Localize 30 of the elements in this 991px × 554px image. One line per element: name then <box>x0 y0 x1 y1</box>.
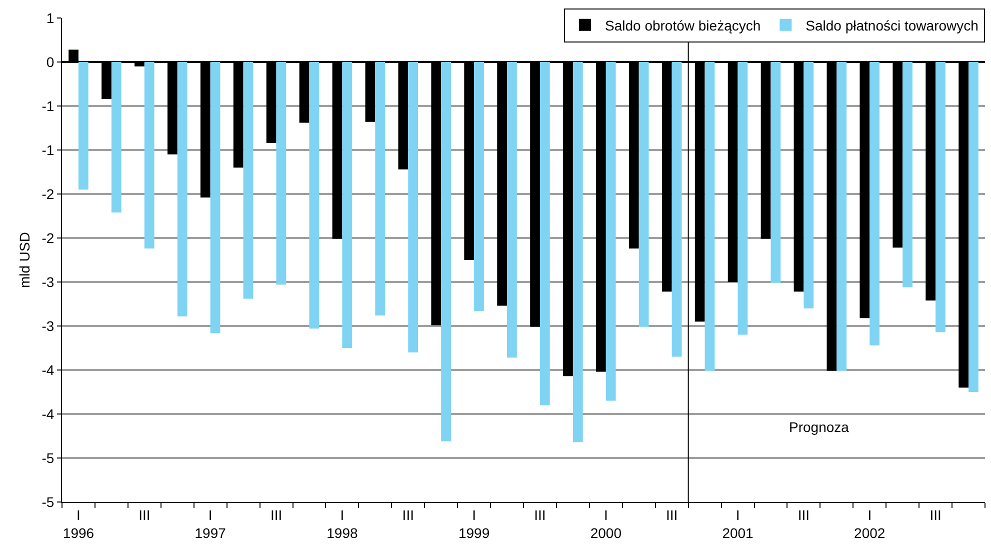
x-tick-label: I 1996 <box>62 506 94 541</box>
x-tick-label: III <box>402 506 414 523</box>
y-tick-label: -3 <box>42 274 54 290</box>
y-tick-label: -5 <box>42 450 54 466</box>
y-tick-label: -4 <box>42 362 54 378</box>
y-tick-label: -1 <box>42 98 54 114</box>
x-tick-label: I 2002 <box>854 506 886 541</box>
legend-label: Saldo płatności towarowych <box>806 17 978 34</box>
y-tick-label: -4 <box>42 406 54 422</box>
y-tick-label: 1 <box>46 10 54 26</box>
y-tick-label: -3 <box>42 318 54 334</box>
x-tick-label: I 1999 <box>458 506 490 541</box>
x-tick-label: I 2000 <box>590 506 622 541</box>
y-tick-label: -2 <box>42 230 54 246</box>
x-tick-label: I 1998 <box>326 506 358 541</box>
x-tick-label: III <box>666 506 678 523</box>
legend-label: Saldo obrotów bieżących <box>605 17 761 34</box>
x-tick-label: III <box>798 506 810 523</box>
y-tick-label: -5 <box>42 494 54 510</box>
y-axis-title: mld USD <box>16 232 32 288</box>
y-tick-label: -1 <box>42 142 54 158</box>
y-tick-label: 0 <box>46 54 54 70</box>
x-tick-label: III <box>138 506 150 523</box>
x-tick-label: III <box>534 506 546 523</box>
x-tick-label: I 2001 <box>722 506 754 541</box>
x-tick-label: I 1997 <box>194 506 226 541</box>
annotation: Prognoza <box>789 419 850 435</box>
y-tick-label: -2 <box>42 186 54 202</box>
x-tick-label: III <box>930 506 942 523</box>
x-tick-label: III <box>270 506 282 523</box>
